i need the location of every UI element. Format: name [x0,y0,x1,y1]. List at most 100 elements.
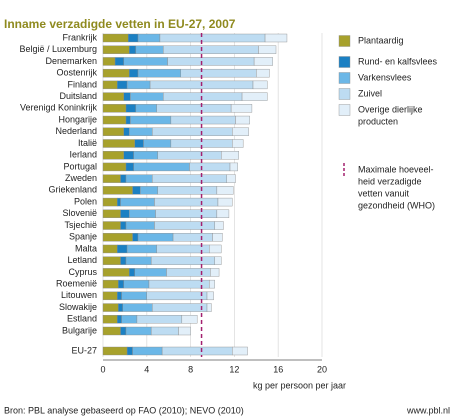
bar-segment [121,315,138,324]
y-tick-label: Denemarken [45,56,97,66]
bar-segment [137,33,161,43]
bar-segment [150,326,179,336]
bar-segment [102,68,130,78]
bar-segment [140,186,158,195]
bar-segment [134,139,144,148]
x-tick-label: 8 [188,364,193,374]
bar-segment [252,80,268,90]
bar-segment [216,186,234,195]
y-tick-label: Hongarije [58,114,97,124]
y-tick-label: Spanje [69,232,97,242]
bar-segment [163,92,243,101]
bar-segment [178,326,191,336]
bar-segment [135,104,157,113]
x-tick-label: 12 [229,364,239,374]
bar-segment [127,33,139,43]
bar-segment [125,326,152,336]
bar-segment [135,45,164,54]
bar-segment [232,346,248,356]
bar-segment [102,346,128,356]
y-tick-label: Estland [67,314,97,324]
bar-segment [152,127,233,136]
bar-segment [102,174,121,183]
bar-segment [132,346,163,356]
bar-segment [230,104,253,113]
bar-segment [256,68,270,78]
bar-segment [102,244,118,254]
bar-segment [217,197,233,207]
bar-segment [117,80,128,90]
bar-segment [130,92,164,101]
bar-segment [154,221,215,230]
website: www.pbl.nl [406,405,450,415]
y-tick-label: Italië [78,138,97,148]
bar-segment [102,139,135,148]
bar-segment [130,115,172,125]
source: Bron: PBL analyse gebaseerd op FAO (2010… [4,405,244,415]
bar-segment [163,45,259,54]
bar-segment [117,197,121,207]
y-tick-label: Bulgarije [62,325,97,335]
bar-segment [102,315,118,324]
legend-label: Overige dierlijke [358,104,423,114]
bar-segment [102,127,125,136]
legend-swatch [338,35,351,47]
bar-segment [126,80,151,90]
bar-segment [102,33,129,43]
bar-segment [210,268,220,277]
bar-segment [114,57,125,66]
bar-segment [126,244,157,254]
legend-swatch [338,72,351,84]
bar-segment [134,268,167,277]
bar-segment [129,209,156,219]
bar-segment [232,127,249,136]
legend-swatch [338,104,351,116]
y-tick-label: Finland [67,79,97,89]
x-tick-label: 0 [100,364,105,374]
bar-segment [123,57,168,66]
bar-segment [102,291,118,301]
bar-segment [221,150,239,160]
bar-segment [120,209,130,219]
bar-segment [209,279,215,289]
bar-segment [150,256,215,265]
bar-segment [132,186,141,195]
legend-label: gezondheid (WHO) [358,200,435,210]
bar-segment [102,256,121,265]
bar-segment [146,291,208,301]
bar-segment [226,174,236,183]
y-tick-label: Tsjechië [64,220,97,230]
bar-segment [126,346,133,356]
bar-segment [129,127,153,136]
bar-segment [241,92,268,101]
y-tick-label: Verenigd Koninkrijk [20,103,98,113]
bar-segment [125,256,152,265]
bar-segment [117,244,128,254]
bar-segment [102,162,127,172]
bar-segment [258,45,277,54]
bar-segment [102,326,121,336]
bar-segment [117,291,122,301]
bar-segment [189,162,231,172]
bar-segment [125,162,134,172]
legend-swatch [338,56,351,68]
legend-label: Maximale hoeveel- [358,164,434,174]
bar-segment [102,45,130,54]
y-tick-label: Letland [67,255,97,265]
bar-segment [123,127,130,136]
bar-segment [156,104,232,113]
bar-segment [136,315,183,324]
bar-segment [170,115,236,125]
bar-segment [129,45,137,54]
x-tick-label: 16 [273,364,283,374]
y-tick-label: Griekenland [48,185,97,195]
bar-segment [143,139,172,148]
bar-segment [129,68,139,78]
y-tick-label: Slowakije [59,302,97,312]
bar-segment [155,209,218,219]
bar-segment [206,303,212,312]
bar-segment [133,150,158,160]
bar-segment [102,197,118,207]
bar-segment [159,33,266,43]
